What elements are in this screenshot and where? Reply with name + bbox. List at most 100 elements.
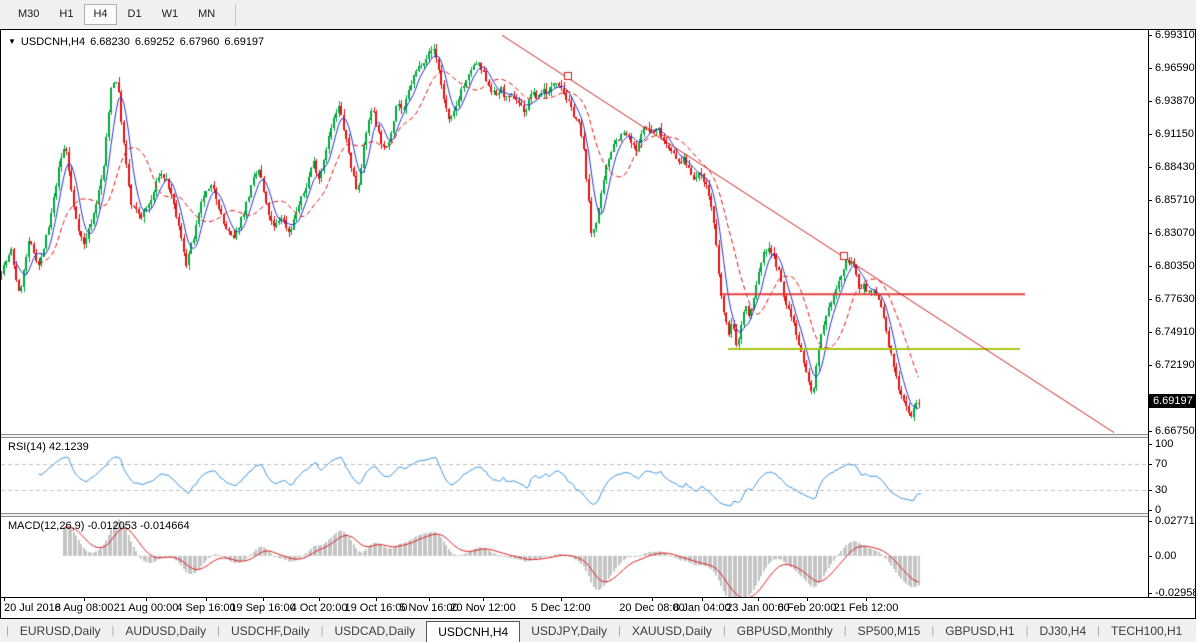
tab-separator: | <box>1025 625 1029 637</box>
timeframe-button-h1[interactable]: H1 <box>59 8 74 20</box>
axis-tick <box>758 598 759 601</box>
price-axis-label: 6.93870 <box>1155 95 1195 108</box>
time-axis-label: 21 Feb 12:00 <box>833 602 899 614</box>
symbol-name: USDCNH,H4 <box>20 36 86 48</box>
axis-tick <box>561 598 562 601</box>
panel-splitter[interactable] <box>1 513 1195 517</box>
ohlc-high: 6.69252 <box>134 36 175 48</box>
panel-splitter[interactable] <box>1 434 1195 438</box>
time-axis-label: 4 Oct 20:00 <box>290 602 348 614</box>
axis-tick <box>1149 444 1152 445</box>
timeframe-button-h4[interactable]: H4 <box>84 4 117 25</box>
tab-scroll-arrows: ◄ ► <box>1193 626 1196 636</box>
chart-tab-xauusd-daily[interactable]: XAUUSD,Daily <box>631 624 712 638</box>
time-axis[interactable]: 20 Jul 2018 6 Aug 08:00 21 Aug 00:00 4 Sep … <box>1 597 1195 618</box>
time-axis-label: 6 Aug 08:00 <box>54 602 114 614</box>
time-axis-label: 19 Sep 16:00 <box>230 602 296 614</box>
price-axis-label: 6.91150 <box>1155 128 1194 141</box>
chart-tab-gbpusd-monthly[interactable]: GBPUSD,Monthly <box>736 624 833 638</box>
axis-tick <box>376 598 377 601</box>
time-axis-label: 5 Dec 12:00 <box>531 602 591 614</box>
collapse-arrow-icon[interactable]: ▼ <box>8 37 16 46</box>
axis-tick <box>1149 134 1152 136</box>
rsi-indicator-label: RSI(14) 42.1239 <box>8 441 89 453</box>
toolbar-separator <box>235 3 237 26</box>
axis-tick <box>483 598 484 601</box>
ohlc-low: 6.67960 <box>179 36 220 48</box>
price-axis-label: 6.74910 <box>1155 325 1195 338</box>
price-axis-label: 6.83070 <box>1155 226 1195 239</box>
axis-tick <box>84 598 85 601</box>
axis-tick <box>652 598 653 601</box>
chart-tab-usdcnh-h4[interactable]: USDCNH,H4 <box>426 620 521 642</box>
price-axis-label: 6.88430 <box>1155 161 1195 174</box>
tab-separator: | <box>931 625 935 637</box>
axis-tick <box>1149 167 1152 169</box>
chart-tab-usdjpy-daily[interactable]: USDJPY,Daily <box>531 624 608 638</box>
tab-separator: | <box>1097 625 1100 637</box>
time-axis-label: 8 Jan 04:00 <box>673 602 731 614</box>
price-axis-label: 6.85710 <box>1155 194 1195 207</box>
axis-tick <box>1149 593 1152 594</box>
timeframe-button-d1[interactable]: D1 <box>127 8 142 20</box>
chart-tab-eurusd-daily[interactable]: EURUSD,Daily <box>19 624 101 638</box>
time-axis-label: 21 Aug 00:00 <box>113 602 179 614</box>
axis-tick <box>1149 101 1152 103</box>
axis-tick <box>4 598 5 601</box>
current-price-tag: 6.69197 <box>1149 394 1195 409</box>
price-axis-label: 6.66750 <box>1155 425 1195 437</box>
timeframe-button-mn[interactable]: MN <box>198 8 216 20</box>
rsi-axis-label: 100 <box>1155 438 1174 450</box>
axis-tick <box>1149 232 1152 234</box>
axis-tick <box>429 598 430 601</box>
tab-separator: | <box>217 625 220 637</box>
macd-canvas[interactable] <box>1 517 1148 597</box>
chart-tab-dj30-h4[interactable]: DJ30,H4 <box>1039 624 1087 638</box>
timeframe-button-group: M30 H1 H4 D1 W1 MN <box>0 4 225 25</box>
axis-tick <box>1149 265 1152 267</box>
tab-separator: | <box>843 625 847 637</box>
chart-tab-usdcad-daily[interactable]: USDCAD,Daily <box>334 624 416 638</box>
chart-tab-sp500-m15[interactable]: SP500,M15 <box>857 624 921 638</box>
tab-separator: | <box>722 625 726 637</box>
axis-tick <box>1149 463 1152 465</box>
chart-tab-tech100-h1[interactable]: TECH100,H1 <box>1110 624 1183 638</box>
chart-tab-usdchf-daily[interactable]: USDCHF,Daily <box>230 624 310 638</box>
timeframe-button-w1[interactable]: W1 <box>161 8 179 20</box>
axis-tick <box>146 598 147 601</box>
timeframe-button-m30[interactable]: M30 <box>18 8 40 20</box>
axis-tick <box>1149 68 1152 70</box>
ohlc-close: 6.69197 <box>224 36 265 48</box>
axis-tick <box>1149 431 1152 432</box>
chart-tab-gbpusd-h1[interactable]: GBPUSD,H1 <box>945 624 1015 638</box>
rsi-canvas[interactable] <box>1 438 1148 513</box>
axis-tick <box>1149 510 1152 511</box>
price-chart-canvas[interactable] <box>1 30 1148 433</box>
price-axis-label: 6.77630 <box>1155 292 1195 305</box>
time-axis-label: 20 Dec 08:00 <box>619 602 685 614</box>
axis-tick <box>807 598 808 601</box>
price-axis[interactable]: 6.99310 6.96590 6.93870 6.91150 6.88430 6.857… <box>1148 29 1195 599</box>
chart-tab-audusd-daily[interactable]: AUDUSD,Daily <box>125 624 207 638</box>
price-axis-label: 6.96590 <box>1155 62 1195 75</box>
axis-tick <box>206 598 207 601</box>
axis-tick <box>1149 555 1152 557</box>
time-axis-label: 19 Oct 16:00 <box>344 602 408 614</box>
time-axis-label: 23 Jan 00:00 <box>726 602 790 614</box>
tab-separator: | <box>320 625 324 637</box>
timeframe-toolbar: M30 H1 H4 D1 W1 MN <box>0 0 1196 30</box>
price-axis-label: 6.99310 <box>1155 29 1195 41</box>
axis-tick <box>866 598 867 601</box>
macd-axis-label: 0.00 <box>1155 549 1177 562</box>
macd-axis-label: -0.029582 <box>1155 587 1195 599</box>
time-axis-label: 5 Nov 16:00 <box>399 602 459 614</box>
rsi-axis-label: 70 <box>1155 457 1168 470</box>
chart-window: ▼ USDCNH,H4 6.68230 6.69252 6.67960 6.69197 R… <box>0 29 1196 619</box>
time-axis-label: 20 Nov 12:00 <box>450 602 516 614</box>
chart-tab-bar: | EURUSD,Daily | AUDUSD,Daily | USDCHF,Daily |… <box>0 620 1196 642</box>
time-axis-label: 6 Feb 20:00 <box>777 602 837 614</box>
tab-scroll-left-icon[interactable]: ◄ <box>1193 626 1196 636</box>
macd-indicator-label: MACD(12,26,9) -0.012053 -0.014664 <box>8 520 190 532</box>
rsi-axis-label: 0 <box>1155 504 1162 516</box>
chart-title: ▼ USDCNH,H4 6.68230 6.69252 6.67960 6.69197 <box>8 36 264 48</box>
